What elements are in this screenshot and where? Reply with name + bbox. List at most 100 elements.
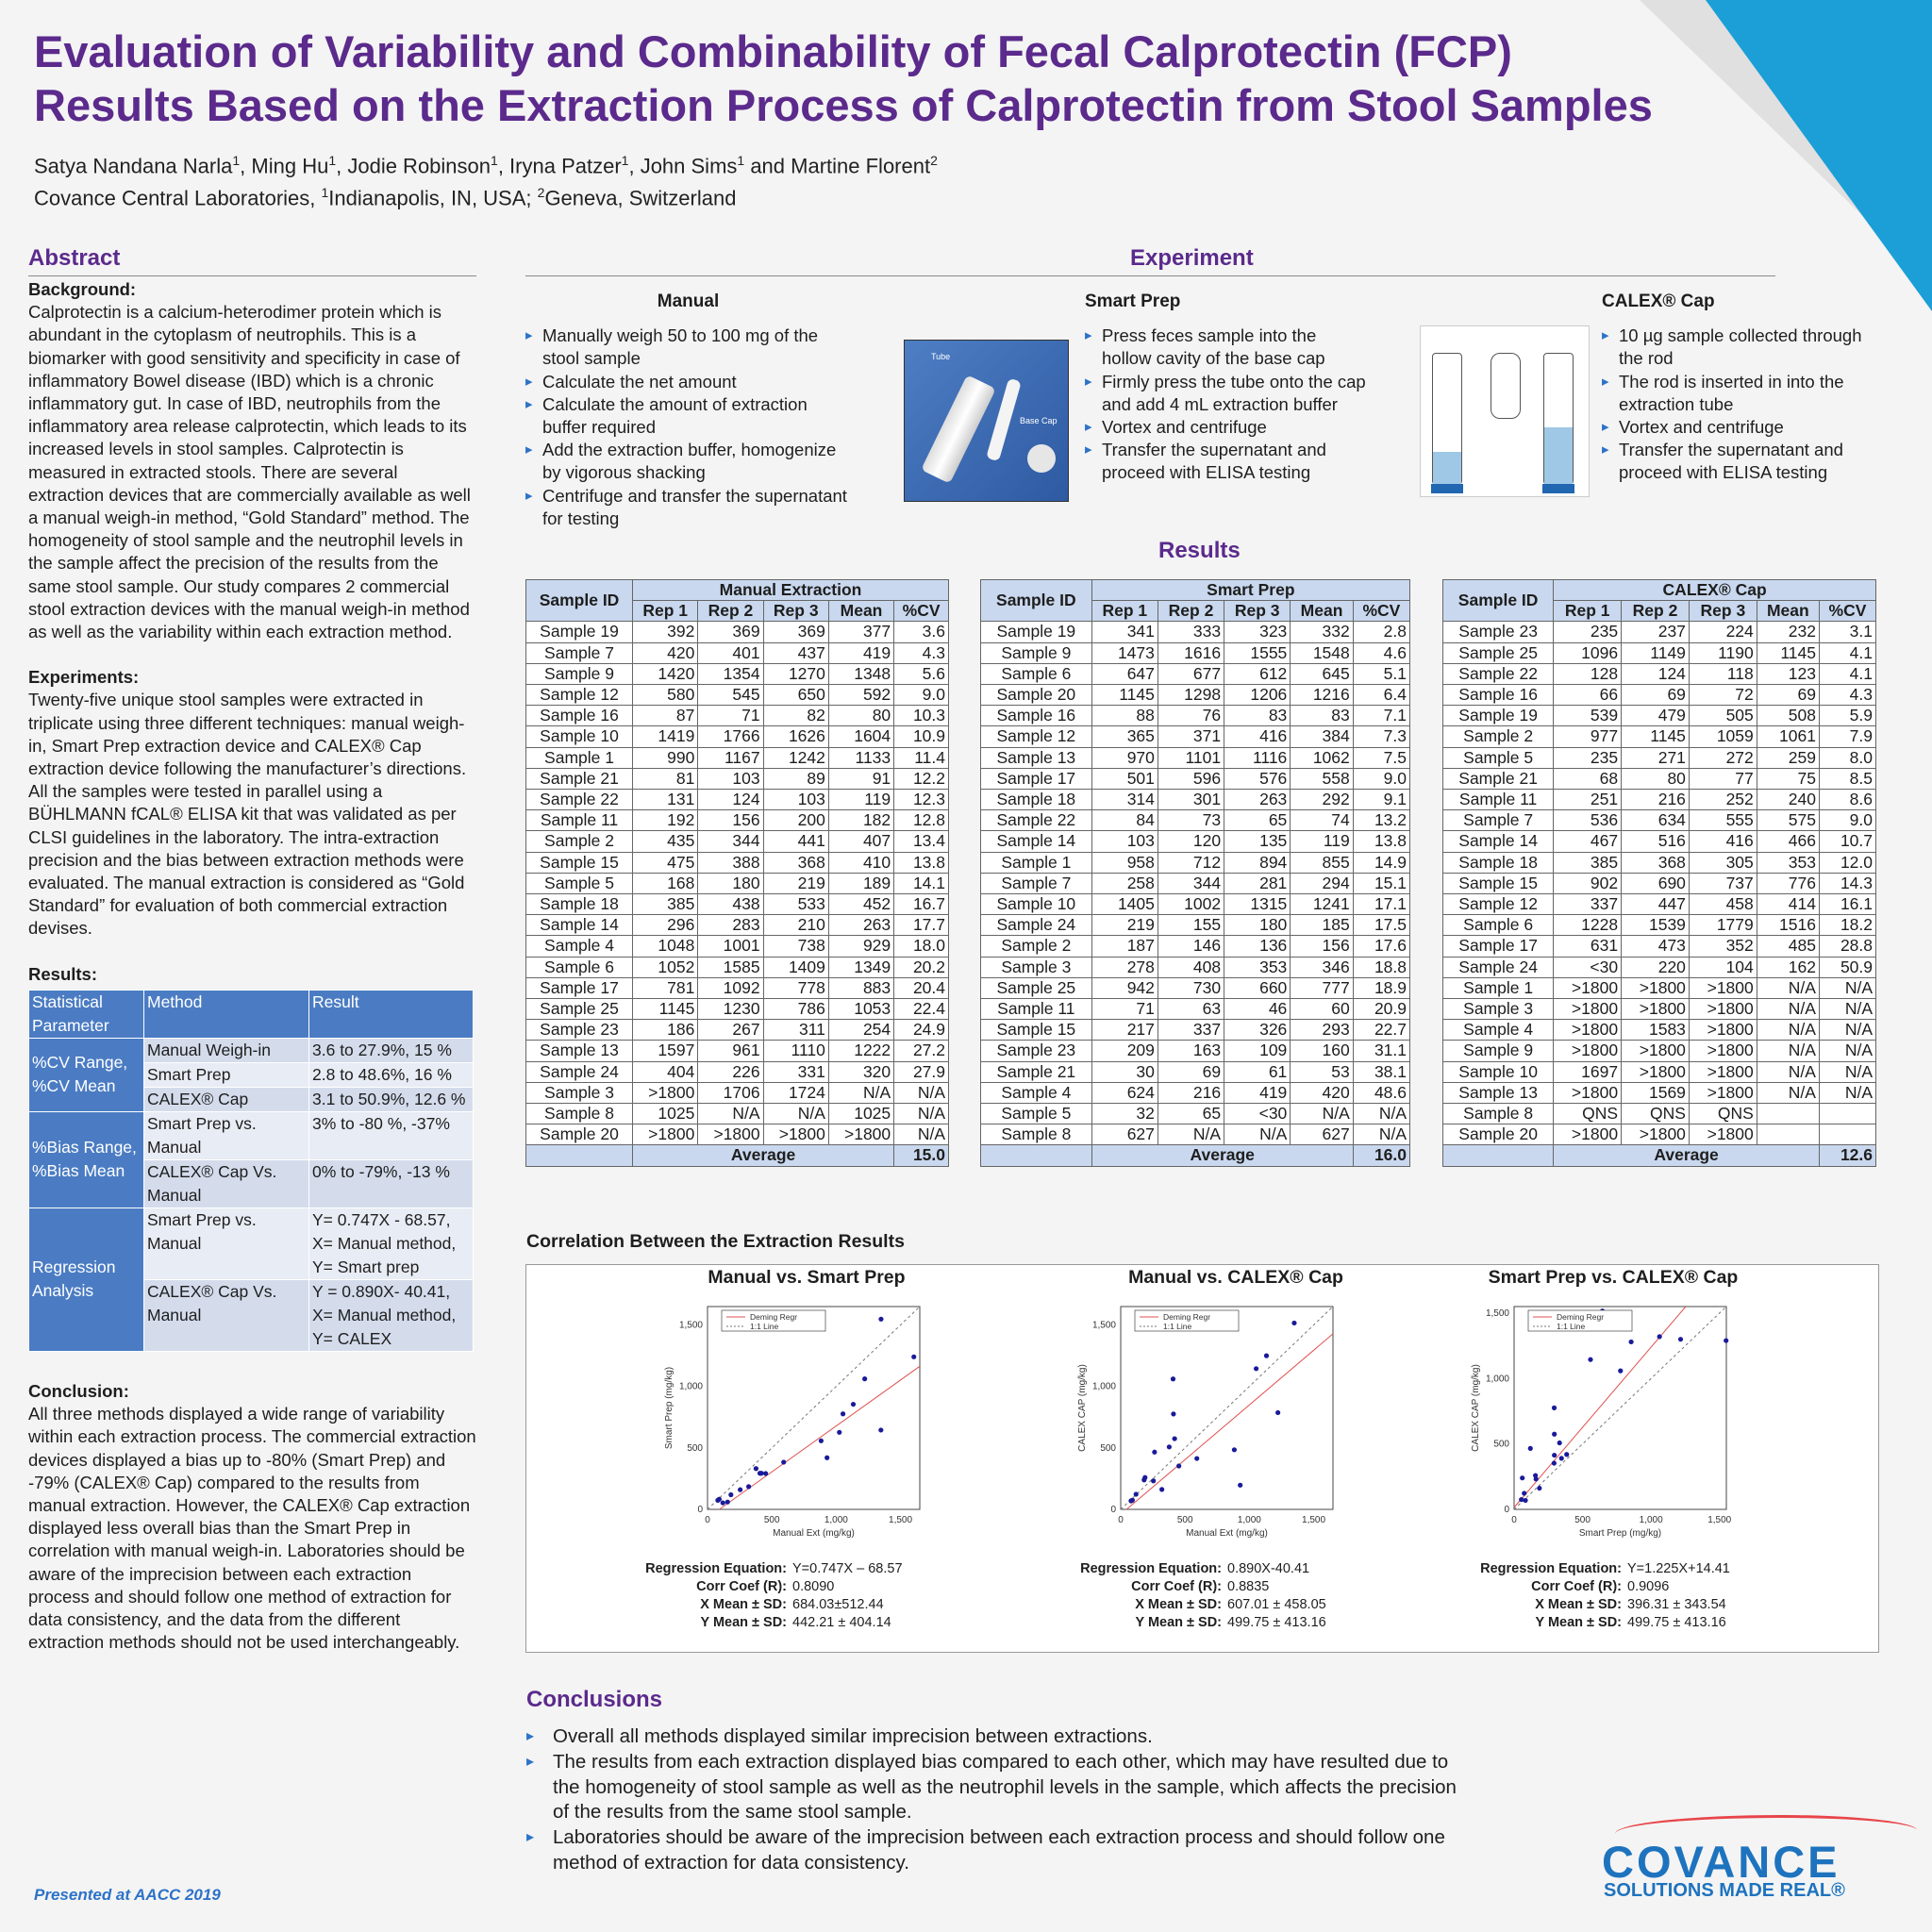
cell: 545 [697,684,764,707]
cell: >1800 [1688,1081,1757,1105]
cell: Sample 23 [1441,621,1555,643]
data-point [1176,1463,1182,1469]
cell: >1800 [1621,976,1690,1000]
authors-block: Satya Nandana Narla1, Ming Hu1, Jodie Ro… [34,153,938,210]
cell: Sample 1 [1441,976,1555,1000]
cell: 438 [697,893,764,916]
cell: 660 [1224,976,1291,1000]
cell: 69 [1621,684,1690,707]
x-tick-label: 1,000 [824,1515,848,1525]
cell: 961 [697,1040,764,1062]
cell: >1800 [1688,1019,1757,1041]
cell: 1616 [1157,641,1225,664]
cell: 216 [1157,1081,1225,1105]
cell: 118 [1688,662,1757,686]
cell: 74 [1290,809,1354,832]
cell: N/A [1818,1019,1877,1041]
cell: N/A [1756,1081,1820,1105]
table-row: Sample 11 251 216 252 240 8.6 [1441,789,1877,811]
cell: 12.8 [893,809,949,832]
cell: Sample 23 [980,1040,1092,1062]
step-item: Vortex and centrifuge [1085,416,1368,439]
cell: 17.6 [1352,935,1411,958]
table-row: Sample 25 942 730 660 777 18.9 [980,976,1411,1000]
cell: 786 [762,998,829,1021]
cell: N/A [1818,1060,1877,1083]
chart-manual-vs-smart: 00 500 500 1,000 1,000 1,500 1,500 Manual Ext (… [664,1306,921,1539]
cell: 4.1 [1818,662,1877,686]
data-point [753,1466,759,1472]
cell: 558 [1290,767,1354,791]
col-sample-id: Sample ID [980,578,1092,623]
table-row: Sample 4 1048 1001 738 929 18.0 [525,935,949,958]
cell: 1419 [632,725,699,748]
cell: 1539 [1621,914,1690,937]
data-point [1231,1447,1238,1453]
chart-manual-vs-calex: 00 500 500 1,000 1,000 1,500 1,500 Manual Ext (… [1077,1306,1334,1539]
data-point [1170,1376,1176,1382]
cell: 368 [762,851,829,874]
cell: 32 [1091,1103,1158,1125]
col-header: Rep 1 [1091,600,1158,623]
cell: 408 [1157,956,1225,978]
cell: 263 [1224,789,1291,811]
cell: 419 [827,641,895,664]
logo-swoosh [1615,1815,1917,1849]
cell: >1800 [1553,1019,1623,1041]
conclusion-text: All three methods displayed a wide range… [28,1404,476,1653]
cell: >1800 [827,1124,895,1146]
table-row: Sample 23 186 267 311 254 24.9 [525,1019,949,1041]
y-tick-label: 1,000 [1486,1374,1509,1384]
table-row: Sample 3 >1800 >1800 >1800 N/A N/A [1441,998,1877,1021]
table-row: Sample 11 71 63 46 60 20.9 [980,998,1411,1021]
cell: Sample 19 [1441,705,1555,727]
col-header: Mean [1756,600,1820,623]
table-row: Sample 23 209 163 109 160 31.1 [980,1040,1411,1062]
x-tick-label: 0 [1511,1515,1517,1525]
cell: 28.8 [1818,935,1877,958]
table-row: Sample 5 235 271 272 259 8.0 [1441,746,1877,769]
cell: Sample 24 [525,1060,634,1083]
cell: 9.0 [893,684,949,707]
table-row: Sample 17 501 596 576 558 9.0 [980,767,1411,791]
cell: 69 [1756,684,1820,707]
col-header: Rep 3 [762,600,829,623]
cell: QNS [1621,1103,1690,1125]
cell: 778 [762,976,829,1000]
smart-prep-steps: Press feces sample into the hollow cavit… [1085,325,1368,484]
data-point [862,1376,868,1382]
cell: 186 [632,1019,699,1041]
cell: Sample 13 [525,1040,634,1062]
cell: 1779 [1688,914,1757,937]
cell: 576 [1224,767,1291,791]
cell: >1800 [697,1124,764,1146]
conclusion-item: Overall all methods displayed similar im… [526,1724,1470,1750]
data-point [1171,1411,1176,1417]
data-point [1520,1475,1525,1481]
calex-cap-diagram [1420,325,1590,497]
cell: 344 [697,830,764,853]
table-row: Sample 1 958 712 894 855 14.9 [980,851,1411,874]
cell: N/A [762,1103,829,1125]
cell: 17.7 [893,914,949,937]
step-item: 10 µg sample collected through the rod [1602,325,1885,370]
cell: Sample 18 [980,789,1092,811]
cell: Sample 24 [1441,956,1555,978]
cell: 352 [1688,935,1757,958]
cell: 66 [1553,684,1623,707]
data-point [1558,1456,1564,1461]
base-cap-image [1027,444,1056,473]
data-point [1551,1405,1557,1410]
cell: 5.1 [1352,662,1411,686]
cell: 53 [1290,1060,1354,1083]
cell: 9.0 [1352,767,1411,791]
cell: 219 [1091,914,1158,937]
cell: 712 [1157,851,1225,874]
col-header: Rep 1 [632,600,699,623]
cell: 68 [1553,767,1623,791]
cell: Sample 21 [1441,767,1555,791]
cell: 103 [697,767,764,791]
cell: Sample 2 [525,830,634,853]
data-point [1253,1366,1259,1372]
cell: 1145 [632,998,699,1021]
